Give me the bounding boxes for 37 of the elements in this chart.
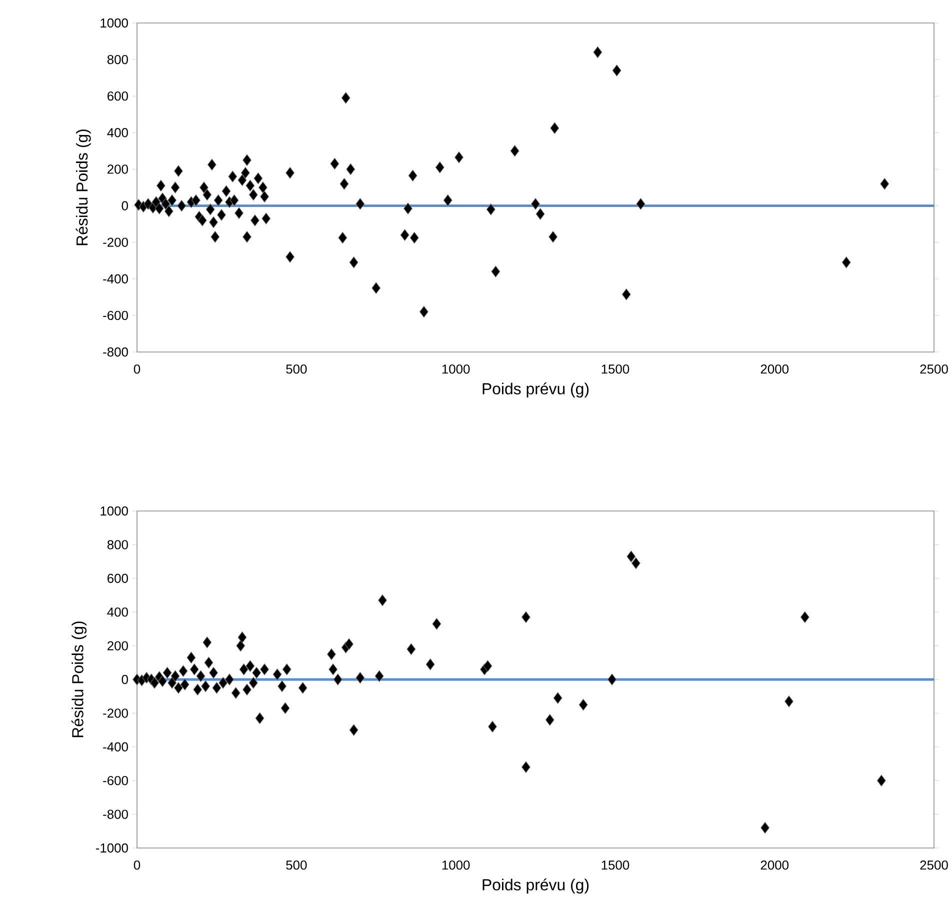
y-tick-label: -400 <box>103 742 128 752</box>
y-tick-label: 800 <box>107 54 128 64</box>
y-tick-label: 1000 <box>100 506 128 516</box>
y-tick-label: 200 <box>108 164 128 174</box>
y-tick-label: 600 <box>108 92 128 101</box>
x-tick-label: 1000 <box>442 860 470 870</box>
x-tick-label: 500 <box>286 860 307 870</box>
y-tick-label: 600 <box>108 574 128 583</box>
y-tick-label: -200 <box>103 708 128 718</box>
x-tick-label: 0 <box>134 364 140 374</box>
y-tick-label: -1000 <box>96 843 128 853</box>
y-tick-label: -800 <box>103 810 128 819</box>
y-tick-label: 400 <box>107 128 128 138</box>
y-tick-label: 0 <box>122 201 128 210</box>
y-tick-label: -600 <box>103 310 128 320</box>
y-tick-label: 800 <box>107 540 128 550</box>
y-tick-label: -400 <box>103 274 128 284</box>
x-tick-label: 2500 <box>920 364 948 374</box>
y-tick-label: 200 <box>108 641 128 650</box>
x-axis-title: Poids prévu (g) <box>482 382 589 398</box>
x-axis-title: Poids prévu (g) <box>482 878 589 894</box>
y-tick-label: -200 <box>103 238 128 247</box>
y-tick-label: 400 <box>107 607 128 617</box>
y-axis-title: Résidu Poids (g) <box>71 622 87 738</box>
y-tick-label: -800 <box>103 347 128 357</box>
x-tick-label: 500 <box>286 364 307 374</box>
x-tick-label: 2000 <box>760 364 789 374</box>
x-tick-label: 0 <box>134 860 140 870</box>
x-tick-label: 1000 <box>442 364 470 374</box>
y-tick-label: 0 <box>122 674 128 684</box>
y-tick-label: 1000 <box>100 18 128 28</box>
y-axis-title: Résidu Poids (g) <box>76 130 91 246</box>
y-tick-label: -600 <box>103 776 128 786</box>
x-tick-label: 1500 <box>602 364 630 374</box>
x-tick-label: 1500 <box>602 860 630 870</box>
x-tick-label: 2000 <box>760 860 789 870</box>
x-tick-label: 2500 <box>920 860 948 870</box>
